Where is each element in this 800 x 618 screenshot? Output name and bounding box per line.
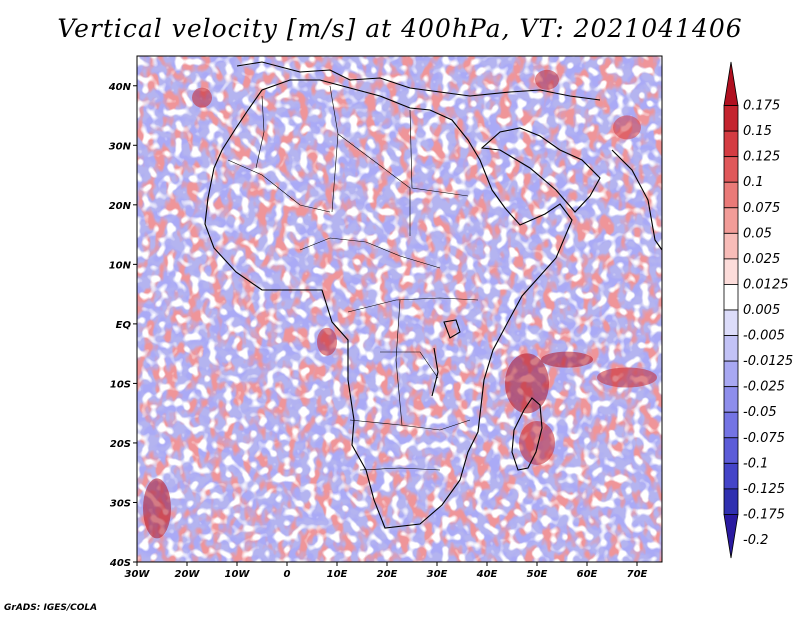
lake-tanganyika — [431, 347, 439, 397]
lat-tick-label: 20N — [109, 201, 132, 212]
lon-tick-label: 70E — [627, 569, 648, 580]
lon-tick-label: 0 — [284, 569, 291, 580]
colorbar-label: 0.15 — [743, 124, 772, 139]
colorbar-top-arrow — [723, 61, 739, 106]
colorbar-swatch — [723, 284, 739, 311]
colorbar-label: 0.125 — [743, 150, 780, 165]
lat-tick-label: 40N — [108, 82, 132, 93]
latitude-axis: 40N 30N 20N 10N EQ 10S 20S 30S 40S — [108, 82, 137, 569]
ascent-patch — [597, 367, 657, 388]
colorbar-swatch — [723, 207, 739, 234]
colorbar-swatch — [723, 309, 739, 336]
map-title: Vertical velocity [m/s] at 400hPa, VT: 2… — [57, 14, 743, 43]
india-coastline — [611, 149, 662, 251]
colorbar-label: -0.2 — [743, 533, 768, 548]
strong-ascent-patches — [143, 69, 657, 539]
lat-tick-label: 40S — [109, 558, 131, 569]
lon-tick-label: 10W — [225, 569, 251, 580]
colorbar-label: -0.025 — [743, 380, 785, 395]
ascent-patch — [192, 87, 212, 108]
map-field — [137, 56, 662, 562]
colorbar-swatch — [723, 156, 739, 183]
lon-tick-label: 50E — [527, 569, 548, 580]
lat-tick-label: 30N — [109, 141, 132, 152]
europe-coastline — [236, 61, 601, 101]
lon-tick-label: 20E — [377, 569, 398, 580]
ascent-patch — [317, 327, 337, 356]
lat-tick-label: 10S — [110, 379, 131, 390]
lake-victoria — [443, 319, 461, 339]
colorbar-swatch — [723, 105, 739, 132]
colorbar-label: 0.075 — [743, 201, 780, 216]
colorbar-label: 0.1 — [743, 175, 764, 190]
arabia-coastline — [480, 127, 601, 213]
colorbar-label: 0.0125 — [743, 277, 789, 292]
lat-tick-label: 10N — [109, 260, 132, 271]
ascent-patch — [143, 478, 171, 539]
ascent-patch — [535, 69, 559, 90]
colorbar-label: 0.005 — [743, 303, 780, 318]
country-borders — [227, 85, 479, 471]
lon-tick-label: 10E — [327, 569, 348, 580]
colorbar-swatch — [723, 386, 739, 413]
coastlines — [204, 61, 662, 529]
colorbar-label: -0.125 — [743, 482, 785, 497]
lon-tick-label: 20W — [175, 569, 201, 580]
colorbar-swatch — [723, 488, 739, 515]
lat-tick-label: EQ — [116, 320, 132, 331]
colorbar-swatch — [723, 437, 739, 464]
longitude-axis: 30W 20W 10W 0 10E 20E 30E 40E 50E 60E 70E — [125, 562, 648, 580]
colorbar-label: -0.005 — [743, 329, 785, 344]
colorbar-label: 0.05 — [743, 226, 772, 241]
africa-coastline — [204, 79, 573, 529]
colorbar-label: -0.05 — [743, 405, 777, 420]
lat-tick-label: 30S — [110, 498, 131, 509]
colorbar-bottom-arrow — [723, 514, 739, 559]
colorbar-swatch — [723, 360, 739, 388]
ascent-patch — [613, 115, 641, 140]
grads-credit: GrADS: IGES/COLA — [4, 603, 98, 613]
madagascar-coastline — [511, 397, 543, 471]
colorbar: 0.175 0.15 0.125 0.1 0.075 0.05 0.025 0.0125 0.0… — [723, 61, 793, 559]
colorbar-label: -0.0125 — [743, 354, 793, 369]
colorbar-swatch — [723, 411, 739, 439]
colorbar-label: -0.075 — [743, 431, 785, 446]
colorbar-label: -0.175 — [743, 507, 785, 522]
lon-tick-label: 30W — [125, 569, 151, 580]
ascent-patch — [505, 353, 549, 414]
lon-tick-label: 30E — [427, 569, 448, 580]
colorbar-swatch — [723, 258, 739, 285]
ascent-patch — [519, 420, 555, 465]
colorbar-swatch — [723, 181, 739, 209]
colorbar-swatch — [723, 335, 739, 362]
colorbar-label: 0.175 — [743, 99, 780, 114]
map-frame — [136, 55, 663, 563]
colorbar-swatch — [723, 462, 739, 490]
lat-tick-label: 20S — [110, 439, 131, 450]
colorbar-label: 0.025 — [743, 252, 780, 267]
colorbar-swatch — [723, 232, 739, 260]
ascent-patch — [541, 351, 593, 368]
lon-tick-label: 40E — [476, 569, 498, 580]
colorbar-swatch — [723, 130, 739, 158]
colorbar-label: -0.1 — [743, 456, 768, 471]
lon-tick-label: 60E — [577, 569, 598, 580]
